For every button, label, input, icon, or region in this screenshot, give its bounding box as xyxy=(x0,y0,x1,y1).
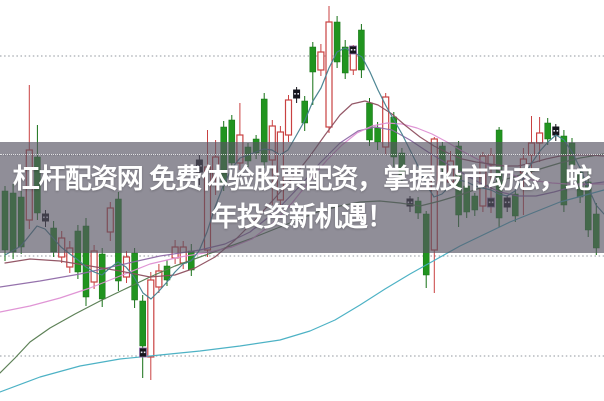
doji-speck xyxy=(353,49,356,51)
doji-speck xyxy=(556,130,559,132)
promo-text-line2: 年投资新机遇！ xyxy=(211,201,394,232)
doji-speck xyxy=(297,93,299,95)
doji-mark xyxy=(349,45,357,55)
candle-body-down xyxy=(374,127,381,143)
candle-body-up xyxy=(317,51,325,71)
candle-body-up xyxy=(349,52,357,71)
doji-speck xyxy=(143,351,146,354)
doji-speck xyxy=(140,351,143,354)
candle-body-down xyxy=(309,46,317,73)
candle-body-down xyxy=(98,253,106,300)
candle-body-down xyxy=(358,29,365,71)
candle-body-down xyxy=(544,122,551,140)
candle-body-down xyxy=(163,265,171,281)
promo-text-line1: 杠杆配资网 免费体验股票配资，掌握股市动态，蛇 xyxy=(12,163,593,194)
doji-speck xyxy=(350,49,353,51)
candle-body-down xyxy=(139,300,146,347)
candle-body-doji xyxy=(293,89,301,99)
candle-body-up xyxy=(284,99,293,136)
promo-banner-overlay: 杠杆配资网 免费体验股票配资，掌握股市动态，蛇 年投资新机遇！ xyxy=(0,142,604,253)
gridline-in-banner xyxy=(0,154,604,155)
candle-body-up xyxy=(147,279,155,358)
candle-body-down xyxy=(301,100,308,124)
candle-body-down xyxy=(131,252,138,301)
candle-body-down xyxy=(333,21,341,63)
doji-mark xyxy=(139,347,147,358)
candle-body-down xyxy=(341,46,349,74)
candle-body-down xyxy=(366,102,373,141)
doji-speck xyxy=(553,130,555,132)
candle-body-up xyxy=(155,270,163,288)
doji-speck xyxy=(294,93,296,95)
